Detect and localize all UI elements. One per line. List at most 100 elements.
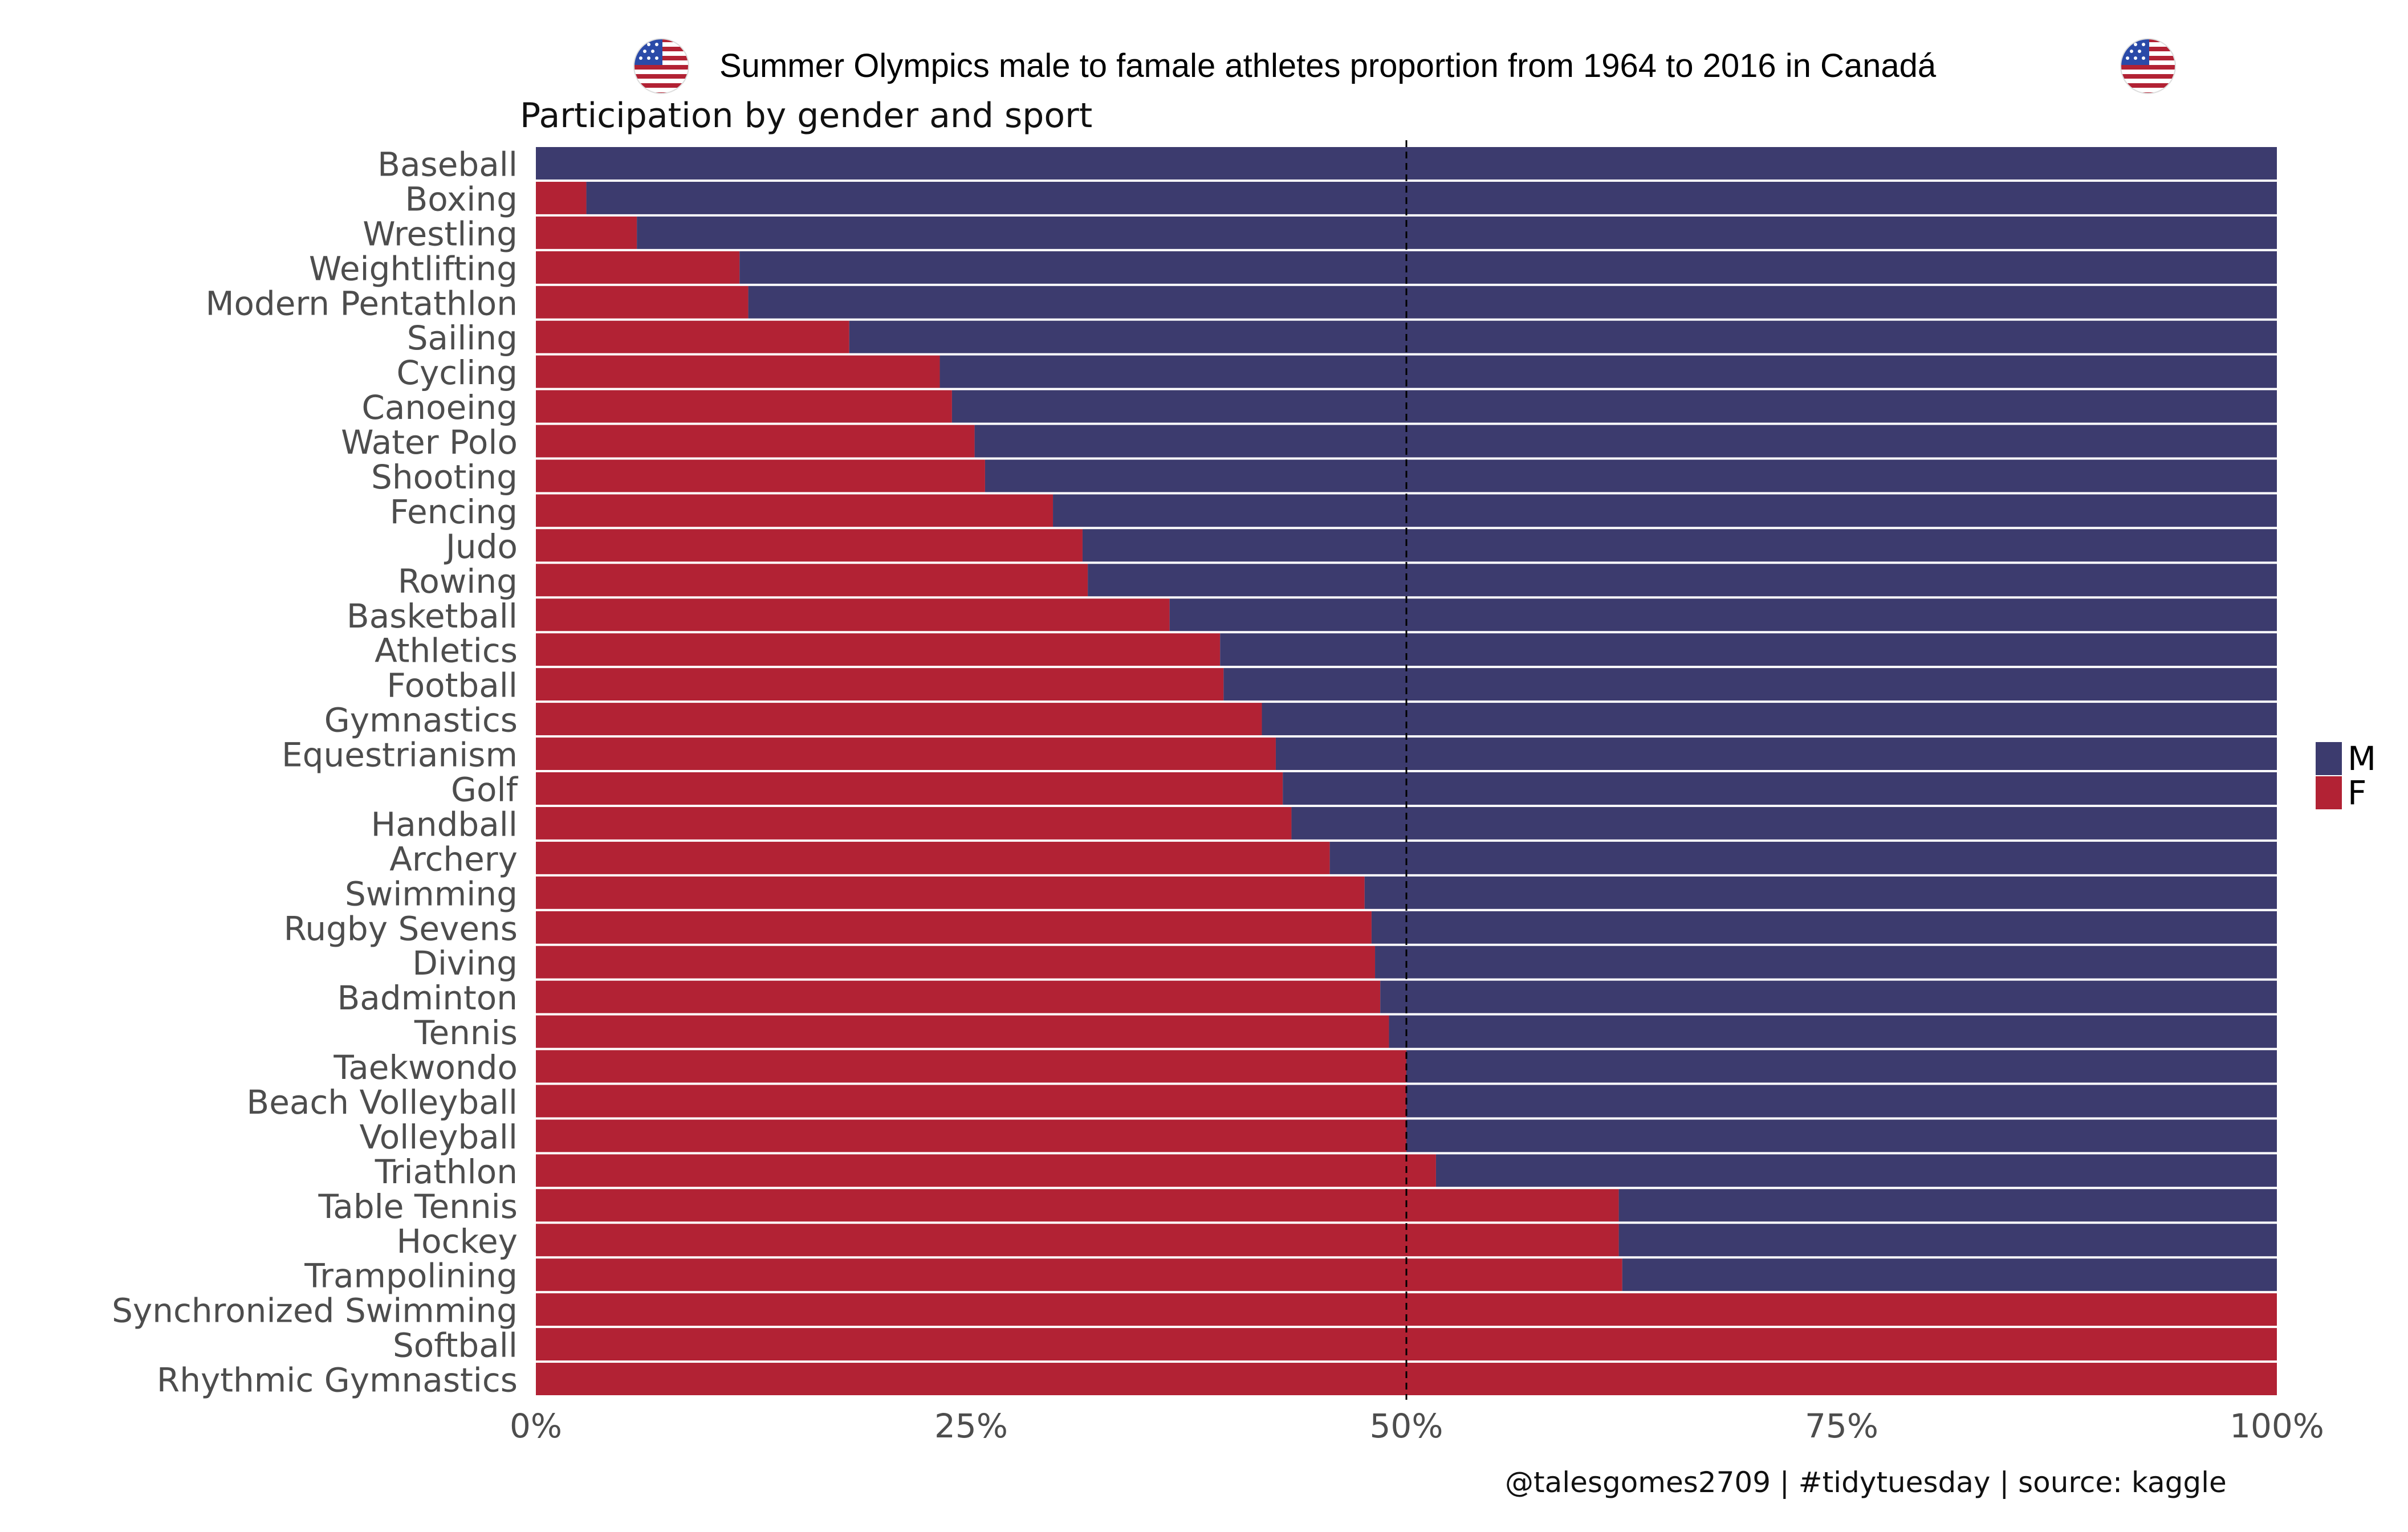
bar-m-canoeing bbox=[951, 390, 2277, 423]
bar-m-boxing bbox=[586, 181, 2277, 214]
y-tick-label-sailing: Sailing bbox=[407, 319, 518, 357]
x-axis-ticks: 0% 25% 50% 75% 100% bbox=[510, 1407, 2324, 1445]
bar-m-hockey bbox=[1618, 1224, 2277, 1257]
bar-f-equestrianism bbox=[536, 738, 1276, 770]
bar-m-volleyball bbox=[1406, 1119, 2277, 1152]
bar-m-handball bbox=[1291, 806, 2277, 840]
bar-m-judo bbox=[1082, 529, 2277, 562]
y-tick-label-taekwondo: Taekwondo bbox=[333, 1048, 518, 1087]
bar-m-modern-pentathlon bbox=[748, 286, 2277, 319]
chart-title: Summer Olympics male to famale athletes … bbox=[719, 47, 1937, 84]
bar-m-rugby-sevens bbox=[1371, 911, 2277, 944]
bar-m-rowing bbox=[1088, 564, 2277, 597]
bar-m-badminton bbox=[1380, 980, 2277, 1013]
bar-f-archery bbox=[536, 841, 1330, 874]
bar-f-football bbox=[536, 668, 1224, 701]
bar-f-canoeing bbox=[536, 390, 952, 423]
y-tick-label-basketball: Basketball bbox=[347, 597, 518, 635]
bar-f-rhythmic-gymnastics bbox=[536, 1363, 2277, 1395]
y-tick-label-table-tennis: Table Tennis bbox=[318, 1187, 518, 1226]
bar-f-handball bbox=[536, 806, 1292, 840]
y-tick-label-equestrianism: Equestrianism bbox=[282, 736, 518, 775]
y-tick-label-badminton: Badminton bbox=[337, 979, 518, 1017]
chart-subtitle: Participation by gender and sport bbox=[520, 96, 1093, 136]
y-tick-label-synchronized-swimming: Synchronized Swimming bbox=[112, 1291, 518, 1330]
bar-m-cycling bbox=[939, 355, 2277, 388]
bar-m-trampolining bbox=[1622, 1258, 2277, 1291]
bar-f-table-tennis bbox=[536, 1189, 1619, 1222]
bar-f-golf bbox=[536, 772, 1283, 805]
us-flag-icon bbox=[633, 38, 689, 94]
y-tick-label-football: Football bbox=[387, 666, 518, 705]
y-tick-label-canoeing: Canoeing bbox=[361, 388, 518, 427]
y-axis-labels: BaseballBoxingWrestlingWeightliftingMode… bbox=[112, 145, 518, 1399]
bar-f-sailing bbox=[536, 320, 849, 353]
y-tick-label-shooting: Shooting bbox=[371, 458, 518, 496]
bar-f-rowing bbox=[536, 564, 1088, 597]
x-tick-label: 100% bbox=[2230, 1407, 2324, 1445]
y-tick-label-modern-pentathlon: Modern Pentathlon bbox=[205, 284, 518, 323]
bar-f-rugby-sevens bbox=[536, 911, 1372, 944]
y-tick-label-athletics: Athletics bbox=[375, 631, 518, 670]
x-tick-label: 50% bbox=[1370, 1407, 1443, 1445]
bar-m-fencing bbox=[1053, 494, 2277, 527]
y-tick-label-rugby-sevens: Rugby Sevens bbox=[284, 909, 518, 948]
x-tick-label: 75% bbox=[1805, 1407, 1878, 1445]
bar-m-triathlon bbox=[1435, 1154, 2277, 1187]
bar-m-weightlifting bbox=[739, 251, 2277, 284]
bar-m-sailing bbox=[849, 320, 2277, 353]
y-tick-label-wrestling: Wrestling bbox=[363, 214, 518, 253]
bar-f-gymnastics bbox=[536, 703, 1262, 736]
bar-f-weightlifting bbox=[536, 251, 740, 284]
bar-m-diving bbox=[1375, 946, 2277, 979]
y-tick-label-baseball: Baseball bbox=[377, 145, 518, 184]
bar-m-shooting bbox=[985, 459, 2277, 492]
bar-m-equestrianism bbox=[1275, 738, 2277, 770]
bar-m-gymnastics bbox=[1262, 703, 2277, 736]
bar-f-softball bbox=[536, 1328, 2277, 1361]
y-tick-label-boxing: Boxing bbox=[405, 180, 518, 218]
y-tick-label-trampolining: Trampolining bbox=[304, 1257, 518, 1295]
bar-f-swimming bbox=[536, 876, 1365, 909]
bar-m-beach-volleyball bbox=[1406, 1085, 2277, 1118]
bar-m-basketball bbox=[1169, 598, 2277, 631]
bar-m-wrestling bbox=[637, 216, 2277, 249]
y-tick-label-gymnastics: Gymnastics bbox=[324, 701, 518, 740]
y-tick-label-archery: Archery bbox=[389, 840, 518, 878]
bar-f-triathlon bbox=[536, 1154, 1436, 1187]
legend-label-m: M bbox=[2348, 739, 2377, 778]
bar-f-water-polo bbox=[536, 425, 975, 458]
bar-f-volleyball bbox=[536, 1119, 1406, 1152]
y-tick-label-water-polo: Water Polo bbox=[341, 423, 518, 462]
bar-m-football bbox=[1223, 668, 2277, 701]
us-flag-icon bbox=[2120, 38, 2176, 94]
y-tick-label-volleyball: Volleyball bbox=[360, 1118, 518, 1156]
bar-f-badminton bbox=[536, 980, 1381, 1013]
y-tick-label-hockey: Hockey bbox=[396, 1222, 518, 1261]
chart-caption: @talesgomes2709 | #tidytuesday | source:… bbox=[1505, 1466, 2227, 1499]
bar-f-fencing bbox=[536, 494, 1054, 527]
bar-f-taekwondo bbox=[536, 1050, 1406, 1083]
bar-f-cycling bbox=[536, 355, 940, 388]
bar-m-athletics bbox=[1220, 633, 2277, 666]
y-tick-label-beach-volleyball: Beach Volleyball bbox=[246, 1083, 518, 1122]
bar-f-hockey bbox=[536, 1224, 1619, 1257]
bar-m-water-polo bbox=[974, 425, 2277, 458]
y-tick-label-judo: Judo bbox=[444, 527, 518, 566]
bar-f-basketball bbox=[536, 598, 1170, 631]
legend-label-f: F bbox=[2348, 773, 2367, 812]
y-tick-label-swimming: Swimming bbox=[345, 874, 518, 913]
bar-f-trampolining bbox=[536, 1258, 1622, 1291]
bar-f-boxing bbox=[536, 181, 587, 214]
y-tick-label-rhythmic-gymnastics: Rhythmic Gymnastics bbox=[157, 1361, 518, 1400]
y-tick-label-rowing: Rowing bbox=[398, 562, 518, 601]
bar-f-diving bbox=[536, 946, 1376, 979]
legend-swatch-m bbox=[2316, 742, 2342, 775]
y-tick-label-diving: Diving bbox=[412, 944, 518, 983]
bar-f-shooting bbox=[536, 459, 985, 492]
y-tick-label-fencing: Fencing bbox=[390, 492, 518, 531]
bar-f-wrestling bbox=[536, 216, 637, 249]
bar-f-judo bbox=[536, 529, 1083, 562]
y-tick-label-cycling: Cycling bbox=[396, 353, 518, 392]
